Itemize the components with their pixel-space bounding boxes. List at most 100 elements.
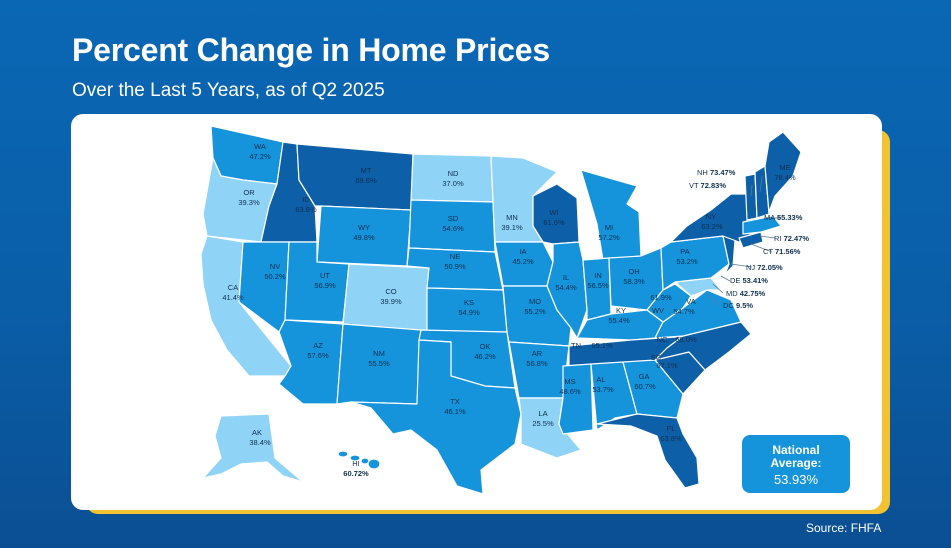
state-label-nc: NC [657, 335, 668, 344]
us-map: WA 47.2% OR 39.3% CA 41.4% ID 63.8% NV 5… [200, 125, 809, 495]
state-label-ar: AR [532, 349, 543, 358]
state-value-ga: 60.7% [634, 382, 656, 391]
state-value-tx: 46.1% [444, 407, 466, 416]
state-label-nd: ND [448, 169, 459, 178]
state-shape-nh [754, 165, 770, 219]
callout-label-vt: VT 72.83% [689, 181, 726, 190]
state-label-tx: TX [450, 397, 460, 406]
national-average-badge: National Average: 53.93% [742, 435, 850, 493]
state-label-sd: SD [448, 214, 459, 223]
state-label-ms: MS [564, 377, 575, 386]
callout-lines [706, 175, 780, 306]
state-shape-al [590, 361, 638, 431]
state-shape-nd [410, 153, 494, 203]
state-value-al: 53.7% [592, 385, 614, 394]
state-label-il: IL [563, 273, 569, 282]
state-label-ky: KY [616, 306, 626, 315]
state-value-wi: 61.6% [543, 218, 565, 227]
state-shape-ak [202, 413, 304, 483]
state-value-ok: 46.2% [474, 352, 496, 361]
state-value-in: 56.5% [587, 281, 609, 290]
state-shape-me [764, 131, 802, 213]
state-label-ne: NE [450, 252, 460, 261]
state-label-mn: MN [506, 213, 518, 222]
state-shape-fl [596, 413, 700, 489]
state-value-la: 25.5% [532, 419, 554, 428]
state-label-in: IN [594, 271, 602, 280]
state-shape-nc [654, 321, 752, 371]
state-label-nm: NM [373, 349, 385, 358]
state-value-fl: 63.8% [660, 434, 682, 443]
state-label-ia: IA [519, 247, 526, 256]
state-label-wi: WI [549, 208, 558, 217]
state-value-nv: 50.2% [264, 272, 286, 281]
state-label-mi: MI [605, 223, 613, 232]
state-value-ia: 45.2% [512, 257, 534, 266]
state-label-or: OR [243, 188, 255, 197]
callout-label-md: MD 42.75% [726, 289, 766, 298]
state-label-mt: MT [361, 166, 372, 175]
national-average-label: National Average: [770, 443, 822, 470]
state-value-co: 39.9% [380, 297, 402, 306]
callout-label-nj: NJ 72.05% [746, 263, 783, 272]
state-value-ne: 50.9% [444, 262, 466, 271]
state-value-mo: 55.2% [524, 307, 546, 316]
state-shape-ms [558, 363, 594, 435]
state-value-nc: 68.0% [675, 335, 697, 344]
state-value-ms: 48.6% [559, 387, 581, 396]
state-label-nv: NV [270, 262, 280, 271]
state-label-id: ID [302, 195, 310, 204]
state-label-az: AZ [313, 341, 323, 350]
state-label-co: CO [385, 287, 396, 296]
state-label-ca: CA [228, 283, 238, 292]
state-value-tn: 65.1% [591, 341, 613, 350]
state-value-ky: 55.4% [608, 316, 630, 325]
state-label-tn: TN [571, 341, 581, 350]
state-label-wv: WV [652, 306, 664, 315]
callout-label-de: DE 53.41% [730, 276, 768, 285]
callout-labels: NH 73.47% VT 72.83% MA 55.33% RI 72.47% … [689, 168, 809, 310]
map-card: WA 47.2% OR 39.3% CA 41.4% ID 63.8% NV 5… [71, 114, 882, 510]
state-value-az: 57.6% [307, 351, 329, 360]
state-shape-va [654, 289, 742, 339]
state-value-mn: 39.1% [501, 223, 523, 232]
state-value-nd: 37.0% [442, 179, 464, 188]
page-subtitle: Over the Last 5 Years, as of Q2 2025 [72, 80, 385, 101]
state-shape-ma [742, 215, 782, 235]
callout-label-dc: DC 9.5% [723, 301, 753, 310]
state-value-ny: 63.2% [701, 222, 723, 231]
state-value-il: 54.4% [555, 283, 577, 292]
state-value-ut: 56.9% [314, 281, 336, 290]
state-value-me: 78.4% [774, 173, 796, 182]
state-value-ks: 54.9% [458, 308, 480, 317]
national-average-value: 53.93% [773, 472, 819, 487]
callout-label-ct: CT 71.56% [763, 247, 801, 256]
state-label-ga: GA [639, 372, 650, 381]
state-label-oh: OH [628, 267, 639, 276]
state-label-ks: KS [464, 298, 474, 307]
state-shape-az [278, 319, 344, 405]
state-value-or: 39.3% [238, 198, 260, 207]
source-note: Source: FHFA [806, 521, 882, 535]
state-value-wy: 49.8% [353, 233, 375, 242]
state-value-id: 63.8% [295, 205, 317, 214]
state-value-mi: 57.2% [598, 233, 620, 242]
state-value-sc: 67.1% [656, 361, 678, 370]
state-label-va: VA [686, 297, 695, 306]
state-value-ak: 38.4% [249, 438, 271, 447]
state-shape-hi [337, 450, 381, 470]
callout-label-nh: NH 73.47% [697, 168, 736, 177]
state-label-ok: OK [480, 342, 491, 351]
state-label-la: LA [538, 409, 547, 418]
state-value-sd: 54.6% [442, 224, 464, 233]
state-label-sc: SC [651, 353, 662, 362]
state-value-ca: 41.4% [222, 293, 244, 302]
state-label-al: AL [596, 375, 605, 384]
state-value-hi: 60.72% [343, 469, 369, 478]
state-label-mo: MO [529, 297, 541, 306]
state-label-pa: PA [680, 247, 689, 256]
state-label-wy: WY [358, 223, 370, 232]
state-label-ut: UT [320, 271, 330, 280]
state-shape-il [546, 241, 588, 339]
state-label-fl: FL [667, 424, 676, 433]
